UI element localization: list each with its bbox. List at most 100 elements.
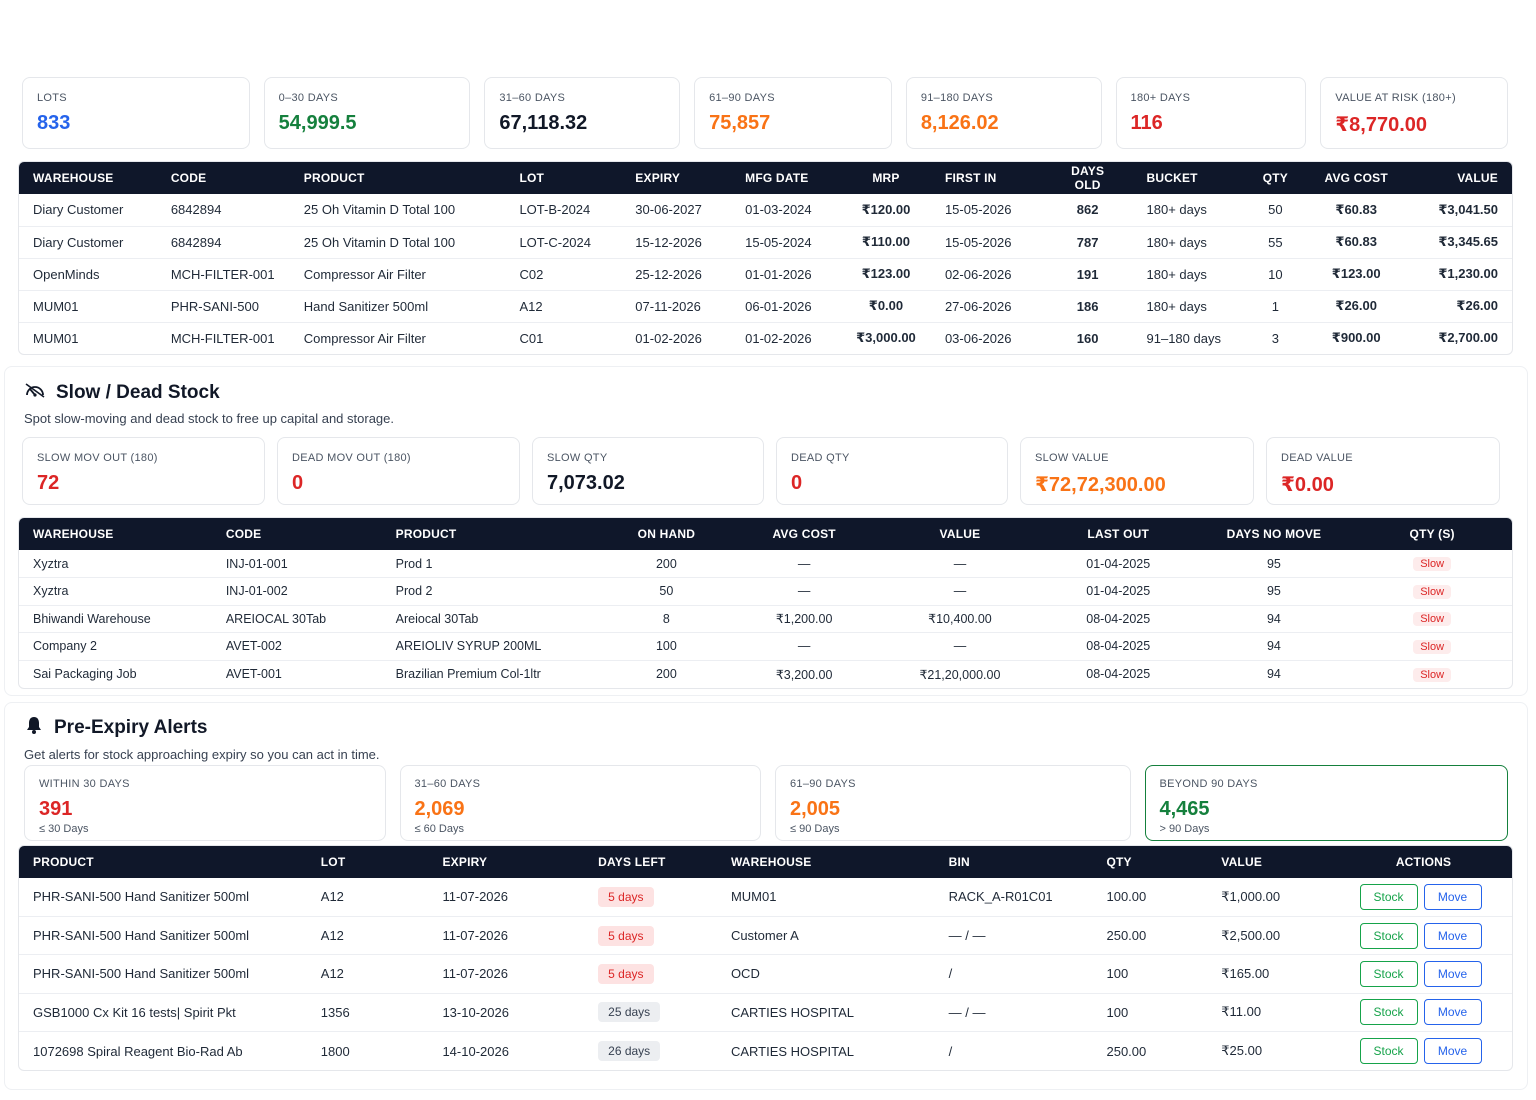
- aging-col-qty: QTY: [1244, 162, 1307, 194]
- expiry-bin: RACK_A-R01C01: [934, 878, 1093, 917]
- aging-cell: LOT-B-2024: [505, 194, 622, 227]
- expiry-qty: 250.00: [1106, 1043, 1147, 1059]
- days-left-badge: 26 days: [598, 1041, 661, 1061]
- move-button[interactable]: Move: [1423, 883, 1482, 910]
- stock-button[interactable]: Stock: [1359, 922, 1418, 949]
- status-badge: Slow: [1413, 584, 1452, 599]
- expiry-qty: 100.00: [1092, 878, 1208, 917]
- slow-cell: 08-04-2025: [1040, 632, 1196, 661]
- aging-kpi-value: 54,999.5: [278, 112, 357, 134]
- expiry-col-bin: BIN: [934, 846, 1093, 878]
- aging-cell: 02-06-2026: [930, 258, 1043, 291]
- aging-cell: ₹120.00: [840, 194, 931, 227]
- aging-kpi-label: LOTS: [37, 92, 67, 104]
- move-button[interactable]: Move: [1423, 1038, 1482, 1064]
- slow-stock-icon: [24, 381, 46, 405]
- aging-col-days-old: DAYS OLD: [1042, 162, 1133, 194]
- aging-cell: 191: [1042, 258, 1133, 291]
- expiry-kpi-value: 2,005: [790, 798, 841, 820]
- slow-kpi-label: DEAD VALUE: [1281, 452, 1353, 464]
- expiry-value: ₹11.00: [1207, 993, 1336, 1033]
- expiry-actions: Stock Move: [1335, 916, 1512, 956]
- aging-col-bucket: BUCKET: [1132, 162, 1245, 194]
- expiry-product: GSB1000 Cx Kit 16 tests| Spirit Pkt: [19, 993, 307, 1033]
- slow-cell: 01-04-2025: [1040, 550, 1196, 578]
- move-button[interactable]: Move: [1423, 960, 1482, 987]
- aging-col-first-in: FIRST IN: [930, 162, 1043, 194]
- expiry-value: ₹1,000.00: [1207, 878, 1336, 917]
- expiry-lot: A12: [306, 878, 429, 917]
- expiry-col-qty: QTY: [1092, 846, 1208, 878]
- expiry-table-header: PRODUCT LOT EXPIRY DAYS LEFT WAREHOUSE BIN QTY…: [19, 846, 1512, 878]
- aging-cell: ₹3,000.00: [856, 330, 916, 346]
- stock-button[interactable]: Stock: [1359, 960, 1418, 987]
- slow-cell: Slow: [1352, 605, 1512, 633]
- slow-table-header: WAREHOUSE CODE PRODUCT ON HAND AVG COST VALUE…: [19, 518, 1512, 550]
- aging-cell: LOT-C-2024: [505, 226, 622, 259]
- slow-cell: Prod 1: [381, 550, 604, 578]
- expiry-bin: — / —: [934, 993, 1093, 1033]
- stock-button[interactable]: Stock: [1359, 999, 1418, 1026]
- aging-col-code: CODE: [156, 162, 290, 194]
- aging-cell: 186: [1042, 290, 1133, 323]
- expiry-date: 11-07-2026: [428, 916, 585, 956]
- slow-cell: —: [879, 632, 1041, 661]
- slow-cell: ₹3,200.00: [775, 667, 833, 682]
- expiry-kpi-card: 31–60 DAYS 2,069 ≤ 60 Days: [399, 765, 761, 841]
- aging-cell: ₹1,230.00: [1406, 258, 1512, 291]
- aging-kpi-label: 91–180 DAYS: [920, 92, 994, 104]
- slow-col-on-hand: ON HAND: [603, 518, 730, 550]
- expiry-kpi-card: WITHIN 30 DAYS 391 ≤ 30 Days: [24, 765, 386, 841]
- table-row: MUM01 MCH-FILTER-001 Compressor Air Filter…: [19, 322, 1512, 354]
- expiry-description: Get alerts for stock approaching expiry …: [24, 747, 380, 762]
- expiry-qty: 100: [1092, 954, 1208, 994]
- expiry-kpi-row: WITHIN 30 DAYS 391 ≤ 30 Days 31–60 DAYS 2,06…: [24, 765, 1508, 841]
- aging-cell: 25-12-2026: [621, 258, 732, 291]
- expiry-col-value: VALUE: [1207, 846, 1336, 878]
- aging-kpi-card: 61–90 DAYS 75,857: [694, 77, 892, 149]
- aging-cell: 25 Oh Vitamin D Total 100: [289, 194, 506, 227]
- expiry-lot: A12: [306, 954, 429, 994]
- expiry-table: PRODUCT LOT EXPIRY DAYS LEFT WAREHOUSE BIN QTY…: [18, 845, 1513, 1071]
- aging-cell: 07-11-2026: [621, 290, 732, 323]
- aging-cell: 160: [1076, 330, 1099, 346]
- slow-cell: Slow: [1352, 550, 1512, 578]
- slow-col-qty-s-: QTY (S): [1352, 518, 1512, 550]
- aging-cell: ₹26.00: [1306, 290, 1407, 323]
- slow-kpi-row: SLOW MOV OUT (180) 72 DEAD MOV OUT (180) 0 S…: [22, 437, 1502, 505]
- expiry-lot: A12: [306, 916, 429, 956]
- table-row: Xyztra INJ-01-002 Prod 2 50— —01-04-2025 95 Sl…: [19, 577, 1512, 606]
- slow-kpi-value: 0: [292, 472, 304, 494]
- aging-col-mrp: MRP: [840, 162, 931, 194]
- aging-kpi-label: 31–60 DAYS: [499, 92, 566, 104]
- expiry-kpi-label: WITHIN 30 DAYS: [39, 778, 130, 790]
- move-button[interactable]: Move: [1423, 999, 1482, 1026]
- aging-col-product: PRODUCT: [289, 162, 506, 194]
- aging-cell: Diary Customer: [19, 226, 157, 259]
- table-row: GSB1000 Cx Kit 16 tests| Spirit Pkt 1356 1…: [19, 993, 1512, 1033]
- slow-kpi-label: DEAD MOV OUT (180): [292, 452, 411, 464]
- aging-cell: OpenMinds: [19, 258, 157, 291]
- slow-col-code: CODE: [211, 518, 382, 550]
- slow-cell: 200: [603, 550, 730, 578]
- slow-kpi-value: 7,073.02: [547, 472, 625, 494]
- aging-cell: ₹0.00: [840, 290, 931, 323]
- table-row: PHR-SANI-500 Hand Sanitizer 500ml A12 11-0…: [19, 878, 1512, 917]
- expiry-col-product: PRODUCT: [19, 846, 307, 878]
- slow-cell: Bhiwandi Warehouse: [19, 605, 212, 633]
- table-row: Diary Customer 6842894 25 Oh Vitamin D Tot…: [19, 194, 1512, 227]
- aging-cell: 01-01-2026: [731, 258, 841, 291]
- stock-button[interactable]: Stock: [1359, 1038, 1418, 1064]
- expiry-kpi-value: 4,465: [1159, 798, 1210, 820]
- stock-button[interactable]: Stock: [1359, 883, 1418, 910]
- status-badge: Slow: [1413, 639, 1452, 654]
- aging-kpi-card: 31–60 DAYS 67,118.32: [484, 77, 681, 149]
- aging-cell: ₹123.00: [840, 258, 931, 291]
- slow-cell: ₹1,200.00: [729, 605, 880, 633]
- move-button[interactable]: Move: [1423, 922, 1482, 949]
- aging-cell: 27-06-2026: [930, 290, 1043, 323]
- expiry-bin: /: [934, 954, 1093, 994]
- slow-cell: 94: [1195, 632, 1353, 661]
- aging-cell: MUM01: [33, 330, 79, 346]
- aging-cell: MCH-FILTER-001: [156, 258, 290, 291]
